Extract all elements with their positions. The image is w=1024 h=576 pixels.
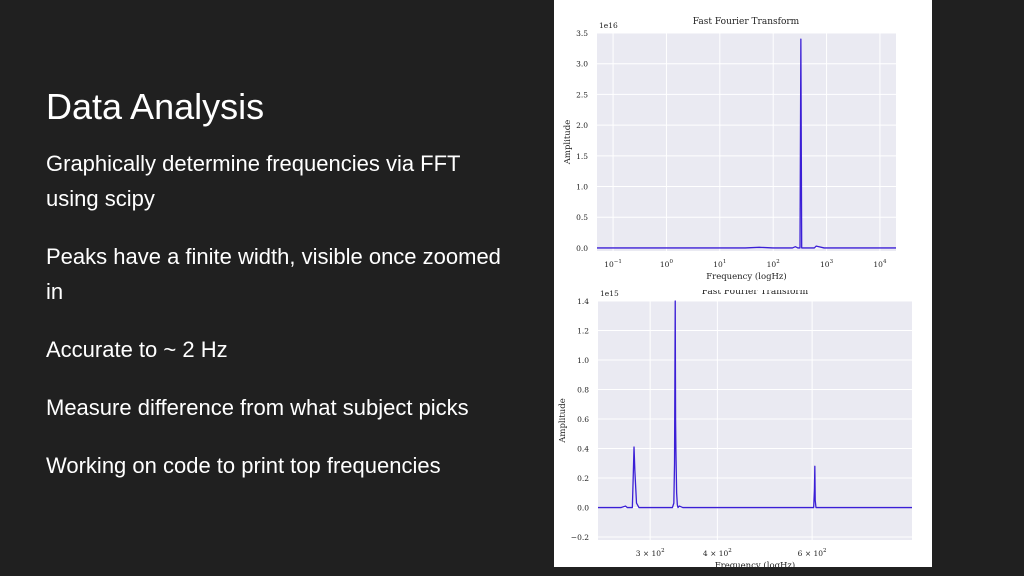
x-tick-label: 3 × 102 bbox=[636, 548, 665, 558]
y-tick-label: 1.5 bbox=[576, 152, 588, 161]
y-tick-label: 0.0 bbox=[576, 244, 588, 253]
y-tick-label: 0.4 bbox=[577, 445, 589, 454]
x-tick-label: 100 bbox=[660, 259, 674, 269]
x-tick-label: 103 bbox=[820, 259, 834, 269]
bullet-item: Graphically determine frequencies via FF… bbox=[46, 151, 461, 211]
y-offset-label: 1e15 bbox=[600, 290, 619, 298]
fft-chart-bottom: −0.2 0.0 0.2 0.4 0.6 0.8 1.0 1.2 1.4 3 × 102 4 × 1… bbox=[558, 290, 912, 567]
y-tick-label: 1.4 bbox=[577, 297, 589, 306]
slide-title: Data Analysis bbox=[46, 86, 265, 128]
y-tick-label: 0.2 bbox=[577, 474, 589, 483]
x-tick-label: 101 bbox=[713, 259, 726, 269]
y-axis-label: Amplitude bbox=[558, 398, 568, 443]
x-tick-label: 10−1 bbox=[604, 259, 622, 269]
y-tick-label: 0.0 bbox=[577, 504, 589, 513]
x-axis-label: Frequency (logHz) bbox=[706, 271, 786, 282]
y-tick-label: 3.0 bbox=[576, 60, 588, 69]
chart-title: Fast Fourier Transform bbox=[693, 17, 800, 27]
x-tick-label: 4 × 102 bbox=[703, 548, 732, 558]
bullet-item: Peaks have a finite width, visible once … bbox=[46, 244, 501, 304]
y-tick-label: 0.5 bbox=[576, 213, 588, 222]
series-line bbox=[598, 300, 912, 509]
y-tick-label: 2.5 bbox=[576, 90, 588, 99]
y-tick-label: 0.8 bbox=[577, 386, 589, 395]
plot-area bbox=[597, 33, 896, 251]
y-tick-label: −0.2 bbox=[571, 533, 589, 542]
series-line bbox=[597, 38, 896, 249]
y-tick-label: 2.0 bbox=[576, 121, 588, 130]
figure-panel: 0.0 0.5 1.0 1.5 2.0 2.5 3.0 3.5 10−1 100 101 102 103… bbox=[554, 0, 932, 567]
chart-title: Fast Fourier Transform bbox=[702, 290, 809, 297]
y-axis-label: Amplitude bbox=[563, 120, 573, 165]
bullet-item: Measure difference from what subject pic… bbox=[46, 395, 469, 420]
bullet-list: Graphically determine frequencies via FF… bbox=[46, 146, 516, 506]
y-tick-label: 1.0 bbox=[576, 183, 588, 192]
y-offset-label: 1e16 bbox=[599, 21, 618, 30]
x-tick-label: 104 bbox=[873, 259, 887, 269]
x-tick-label: 6 × 102 bbox=[798, 548, 827, 558]
bullet-item: Accurate to ~ 2 Hz bbox=[46, 337, 228, 362]
x-axis-label: Frequency (logHz) bbox=[715, 560, 795, 567]
y-tick-label: 1.0 bbox=[577, 356, 589, 365]
x-tick-label: 102 bbox=[767, 259, 780, 269]
y-tick-label: 1.2 bbox=[577, 327, 589, 336]
bullet-item: Working on code to print top frequencies bbox=[46, 453, 441, 478]
y-tick-label: 0.6 bbox=[577, 415, 589, 424]
plot-area bbox=[598, 301, 912, 540]
y-tick-label: 3.5 bbox=[576, 29, 588, 38]
fft-chart-top: 0.0 0.5 1.0 1.5 2.0 2.5 3.0 3.5 10−1 100 101 102 103… bbox=[563, 17, 896, 282]
